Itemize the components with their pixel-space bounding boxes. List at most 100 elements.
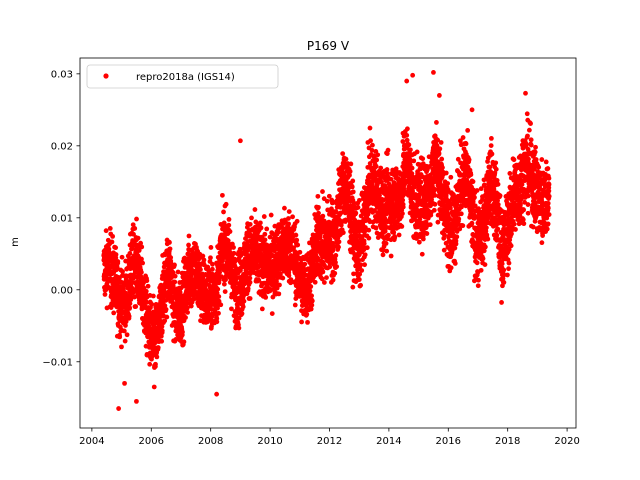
data-point [458, 211, 464, 217]
data-point [286, 209, 292, 215]
data-point [294, 218, 300, 224]
data-point [340, 230, 346, 236]
data-point [216, 277, 222, 283]
data-point [350, 178, 356, 184]
data-point [198, 267, 203, 272]
data-point [253, 219, 259, 225]
data-point [475, 283, 481, 289]
data-point [493, 160, 499, 166]
data-point [220, 192, 225, 198]
data-point [126, 313, 132, 319]
data-point [107, 225, 113, 231]
data-point [286, 221, 291, 227]
data-point [167, 246, 173, 252]
data-point [399, 224, 405, 229]
data-point [392, 235, 398, 240]
data-point [122, 338, 128, 344]
data-point [241, 298, 247, 304]
data-point [134, 216, 139, 222]
data-point [172, 279, 178, 285]
data-point [366, 235, 372, 241]
data-point [507, 171, 513, 176]
data-point [472, 195, 477, 200]
data-point [120, 269, 125, 274]
data-point [201, 262, 207, 268]
data-point [235, 304, 240, 310]
data-point [316, 210, 321, 216]
data-point [384, 248, 390, 254]
data-point [309, 302, 315, 308]
data-point [138, 240, 144, 246]
data-point [175, 269, 181, 275]
data-point [208, 255, 213, 261]
data-point [396, 232, 402, 238]
data-point [162, 303, 168, 309]
data-point [269, 311, 275, 316]
data-point [103, 228, 109, 234]
data-point [336, 244, 341, 250]
data-point [380, 252, 386, 258]
data-point [201, 257, 207, 263]
data-point [297, 249, 303, 255]
data-point [320, 269, 326, 275]
data-point [362, 252, 368, 258]
data-point [170, 284, 176, 289]
data-point [184, 305, 190, 311]
data-point [367, 125, 373, 131]
data-point [488, 143, 494, 148]
data-point [375, 152, 381, 158]
y-axis-label: m [10, 237, 21, 247]
data-point [236, 325, 242, 331]
data-point [320, 213, 326, 219]
data-point [282, 205, 287, 211]
data-point [406, 142, 412, 148]
data-point [299, 319, 304, 325]
data-point [309, 298, 315, 304]
data-point [109, 239, 115, 245]
data-point [420, 156, 426, 162]
data-point [485, 236, 491, 242]
data-point [121, 328, 127, 334]
data-point [435, 219, 441, 225]
data-point [130, 290, 136, 296]
data-point [231, 245, 236, 250]
data-point [388, 253, 394, 259]
data-point [436, 150, 442, 156]
data-point [255, 264, 261, 270]
data-point [130, 222, 136, 228]
data-point [505, 272, 510, 278]
data-point [256, 277, 262, 283]
data-point [170, 270, 176, 276]
data-point [227, 229, 233, 234]
data-point [124, 332, 130, 338]
data-point [245, 286, 251, 291]
data-point [236, 315, 242, 321]
data-point [139, 269, 144, 275]
data-point [186, 233, 192, 239]
data-point [223, 277, 228, 283]
data-point [172, 262, 177, 268]
data-point [439, 156, 445, 162]
data-point [427, 222, 433, 228]
data-point [448, 265, 454, 271]
data-point [247, 275, 253, 281]
data-point [149, 302, 155, 307]
data-point [247, 221, 253, 227]
data-point [247, 296, 253, 301]
data-point [468, 172, 474, 178]
data-point [131, 231, 136, 237]
data-point [350, 284, 356, 290]
data-point [324, 198, 330, 204]
data-point [460, 223, 466, 229]
data-point [424, 231, 430, 236]
data-point [400, 211, 405, 216]
data-point [277, 282, 282, 288]
data-point [400, 197, 405, 203]
data-point [210, 266, 215, 272]
data-point [219, 274, 224, 280]
data-point [153, 361, 158, 367]
data-point [453, 241, 459, 247]
data-point [239, 311, 245, 317]
data-point [159, 328, 165, 334]
